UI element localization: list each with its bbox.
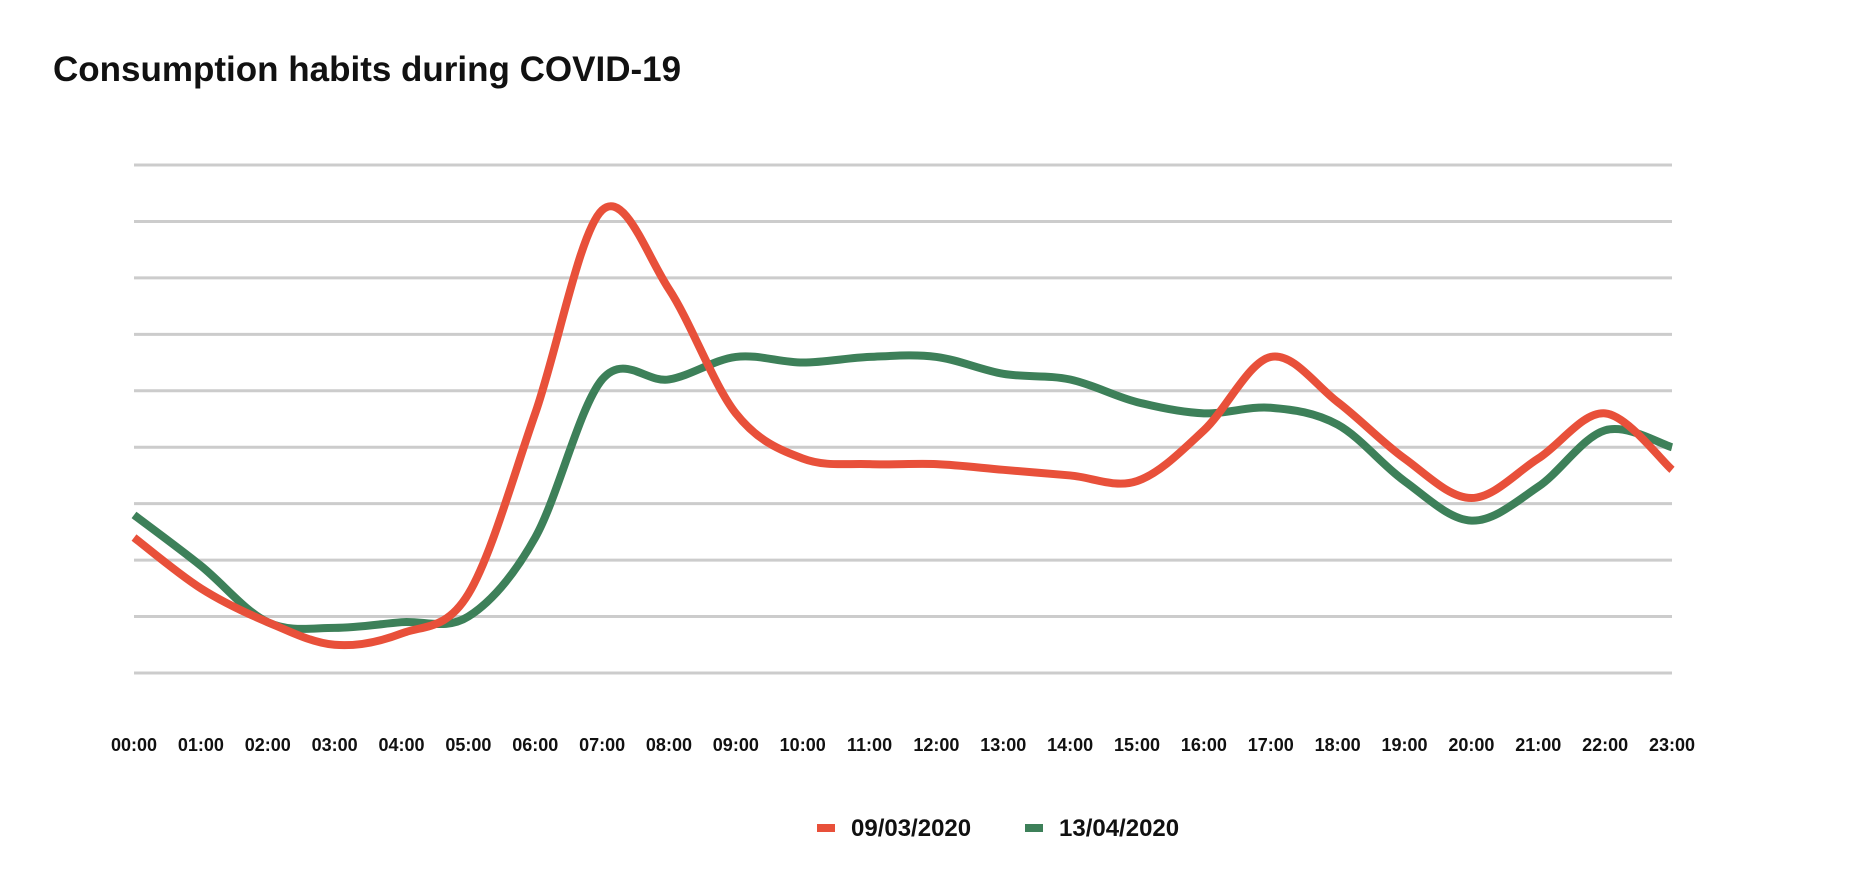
x-tick-label: 18:00 xyxy=(1315,735,1361,755)
legend-label: 09/03/2020 xyxy=(851,815,971,842)
x-tick-label: 12:00 xyxy=(913,735,959,755)
x-tick-label: 09:00 xyxy=(713,735,759,755)
series-line-0 xyxy=(131,202,1675,650)
x-tick-label: 15:00 xyxy=(1114,735,1160,755)
x-tick-label: 05:00 xyxy=(445,735,491,755)
x-tick-label: 03:00 xyxy=(312,735,358,755)
legend: 09/03/2020 13/04/2020 xyxy=(817,815,1179,842)
series-line-1 xyxy=(131,351,1674,633)
x-tick-label: 10:00 xyxy=(780,735,826,755)
x-axis-ticks: 00:00 01:00 02:00 03:00 04:00 05:00 06:00 07:00… xyxy=(111,735,1695,755)
legend-label: 13/04/2020 xyxy=(1059,815,1179,842)
x-tick-label: 13:00 xyxy=(980,735,1026,755)
x-tick-label: 21:00 xyxy=(1515,735,1561,755)
x-tick-label: 00:00 xyxy=(111,735,157,755)
x-tick-label: 23:00 xyxy=(1649,735,1695,755)
x-tick-label: 19:00 xyxy=(1381,735,1427,755)
x-tick-label: 04:00 xyxy=(378,735,424,755)
chart-title: Consumption habits during COVID-19 xyxy=(53,50,682,89)
x-tick-label: 07:00 xyxy=(579,735,625,755)
x-tick-label: 17:00 xyxy=(1248,735,1294,755)
x-tick-label: 06:00 xyxy=(512,735,558,755)
x-tick-label: 01:00 xyxy=(178,735,224,755)
x-tick-label: 22:00 xyxy=(1582,735,1628,755)
series-lines xyxy=(131,202,1675,650)
x-tick-label: 14:00 xyxy=(1047,735,1093,755)
x-tick-label: 16:00 xyxy=(1181,735,1227,755)
gridlines xyxy=(134,163,1672,675)
x-tick-label: 20:00 xyxy=(1448,735,1494,755)
x-tick-label: 11:00 xyxy=(847,735,892,755)
x-tick-label: 02:00 xyxy=(245,735,291,755)
x-tick-label: 08:00 xyxy=(646,735,692,755)
